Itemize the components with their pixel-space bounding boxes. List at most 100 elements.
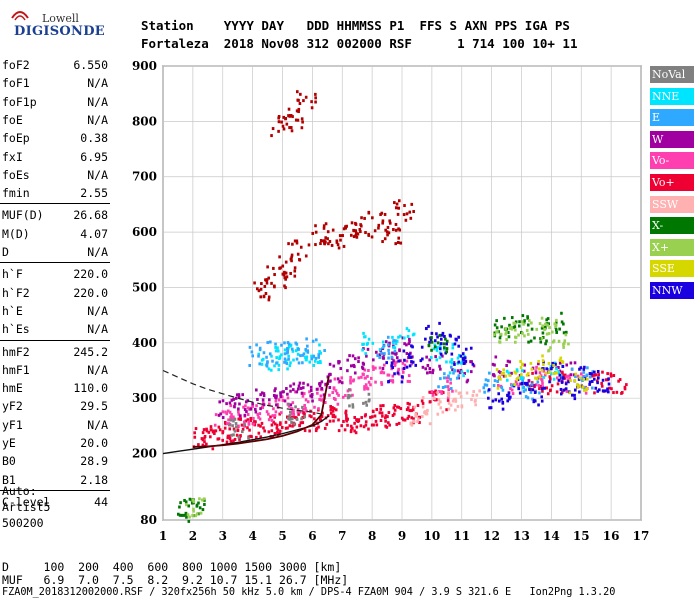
data-point-pixel — [400, 416, 404, 420]
data-point-pixel — [186, 513, 190, 517]
data-point-pixel — [508, 360, 512, 364]
data-point-pixel — [567, 342, 570, 346]
data-point-pixel — [332, 413, 336, 417]
data-point-pixel — [239, 414, 242, 418]
data-point-pixel — [213, 423, 217, 427]
data-point-pixel — [414, 414, 418, 418]
data-point-pixel — [541, 331, 545, 335]
data-point-pixel — [594, 373, 598, 377]
data-point-pixel — [289, 403, 293, 407]
data-point-pixel — [545, 367, 548, 371]
x-tick-label: 16 — [603, 529, 620, 543]
data-point-pixel — [520, 373, 523, 377]
data-point — [322, 226, 346, 250]
data-point-pixel — [279, 411, 283, 415]
param-name: yF1 — [2, 417, 23, 432]
data-point-pixel — [271, 359, 274, 363]
data-point-pixel — [257, 423, 260, 427]
data-point-pixel — [414, 363, 418, 367]
data-point-pixel — [519, 360, 522, 364]
data-point-pixel — [188, 515, 191, 519]
data-point-pixel — [248, 345, 252, 349]
data-point-pixel — [560, 380, 564, 384]
data-point-pixel — [356, 232, 360, 236]
data-point-pixel — [581, 385, 585, 389]
data-point — [547, 330, 570, 353]
data-point-pixel — [521, 331, 524, 335]
data-point-pixel — [305, 355, 309, 359]
data-point-pixel — [363, 387, 366, 391]
data-point-pixel — [310, 100, 313, 104]
data-point-pixel — [543, 327, 546, 331]
data-point-pixel — [601, 370, 604, 374]
data-point-pixel — [311, 399, 314, 403]
data-point-pixel — [462, 361, 466, 365]
data-point-pixel — [463, 371, 466, 375]
data-point-pixel — [259, 295, 263, 299]
data-point-pixel — [338, 379, 342, 383]
data-point-pixel — [221, 416, 225, 420]
x-tick-label: 1 — [159, 529, 167, 543]
data-point-pixel — [309, 385, 313, 389]
data-point-pixel — [357, 356, 360, 360]
param-value: 0.38 — [80, 131, 108, 146]
data-point-pixel — [283, 284, 286, 288]
data-point-pixel — [396, 212, 400, 216]
data-point-pixel — [258, 417, 262, 421]
data-point-pixel — [414, 412, 417, 416]
data-point-pixel — [369, 383, 372, 387]
data-point-pixel — [205, 429, 209, 433]
data-point-pixel — [573, 393, 576, 397]
data-point-pixel — [593, 377, 596, 381]
data-point-pixel — [266, 265, 269, 269]
data-point-pixel — [381, 240, 384, 244]
data-point-pixel — [427, 343, 431, 347]
data-point-pixel — [380, 411, 384, 415]
data-point-pixel — [391, 374, 395, 378]
data-point-pixel — [304, 356, 307, 360]
data-point-pixel — [518, 373, 522, 377]
data-point-pixel — [287, 342, 291, 346]
data-point-pixel — [362, 425, 366, 429]
data-point-pixel — [224, 410, 227, 414]
data-point-pixel — [495, 319, 498, 323]
data-point-pixel — [554, 328, 558, 332]
data-point-pixel — [542, 360, 545, 364]
data-point-pixel — [184, 500, 188, 504]
data-point-pixel — [507, 371, 511, 375]
data-point-pixel — [444, 337, 447, 341]
param-name: C-level — [2, 494, 51, 509]
data-point-pixel — [431, 368, 435, 372]
data-point-pixel — [300, 117, 304, 121]
data-point-pixel — [397, 199, 401, 203]
data-point-pixel — [353, 357, 357, 361]
data-point-pixel — [371, 410, 375, 414]
data-point-pixel — [421, 401, 425, 405]
data-point-pixel — [505, 337, 508, 341]
data-point-pixel — [318, 382, 321, 386]
param-name: foF2 — [2, 58, 30, 72]
data-point-pixel — [310, 395, 314, 399]
data-point-pixel — [354, 222, 358, 226]
data-point-pixel — [420, 345, 424, 349]
data-point-pixel — [200, 437, 204, 441]
data-point-pixel — [528, 387, 531, 391]
data-point-pixel — [203, 436, 206, 440]
data-point-pixel — [290, 347, 294, 351]
data-point-pixel — [380, 211, 384, 215]
data-point-pixel — [382, 344, 386, 348]
data-point-pixel — [399, 407, 403, 411]
legend-item: SSW — [650, 195, 694, 213]
data-point-pixel — [346, 389, 350, 393]
data-point-pixel — [283, 357, 287, 361]
data-point-pixel — [438, 321, 441, 325]
data-point-pixel — [279, 421, 282, 425]
data-point-pixel — [280, 343, 283, 347]
data-point-pixel — [217, 437, 221, 441]
data-point-pixel — [393, 346, 397, 350]
data-point — [278, 255, 297, 280]
data-point-pixel — [557, 365, 560, 369]
data-point-pixel — [290, 253, 294, 257]
data-point — [523, 381, 546, 407]
data-point — [436, 389, 460, 412]
